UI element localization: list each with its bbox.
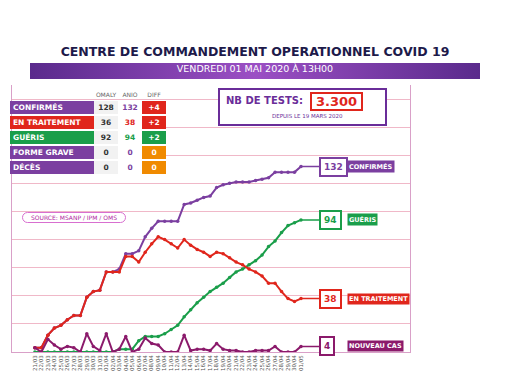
svg-text:01/05: 01/05 <box>298 355 304 371</box>
svg-text:38: 38 <box>324 294 337 304</box>
html-text:SOURCE: MSANP / IPM / OMS: SOURCE: MSANP / IPM / OMS <box>31 214 117 221</box>
html-text:GUÉRIS: GUÉRIS <box>13 133 45 142</box>
html-text:FORME GRAVE: FORME GRAVE <box>13 148 74 157</box>
html-text:DIFF: DIFF <box>147 91 161 98</box>
svg-text:24/04: 24/04 <box>252 355 258 371</box>
html-text:+4: +4 <box>148 103 160 112</box>
svg-text:26/04: 26/04 <box>265 355 271 371</box>
svg-text:14/04: 14/04 <box>187 355 193 371</box>
html-text:OMALY: OMALY <box>95 91 117 98</box>
svg-text:07/04: 07/04 <box>142 355 148 371</box>
svg-text:05/04: 05/04 <box>129 355 135 371</box>
svg-text:CONFIRMÉS: CONFIRMÉS <box>349 162 393 171</box>
html-text:3.300: 3.300 <box>316 94 358 109</box>
svg-text:03/04: 03/04 <box>116 355 122 371</box>
svg-text:23/04: 23/04 <box>246 355 252 371</box>
svg-text:02/04: 02/04 <box>110 355 116 371</box>
svg-text:17/04: 17/04 <box>207 355 213 371</box>
svg-text:19/04: 19/04 <box>220 355 226 371</box>
svg-text:27/03: 27/03 <box>71 355 77 371</box>
svg-text:29/04: 29/04 <box>285 355 291 371</box>
svg-text:26/03: 26/03 <box>64 355 70 371</box>
svg-text:27/04: 27/04 <box>272 355 278 371</box>
svg-text:31/03: 31/03 <box>97 355 103 371</box>
svg-text:01/04: 01/04 <box>103 355 109 371</box>
svg-text:GUÉRIS: GUÉRIS <box>349 215 376 224</box>
svg-text:21/03: 21/03 <box>32 355 38 371</box>
svg-text:25/03: 25/03 <box>58 355 64 371</box>
svg-text:29/03: 29/03 <box>84 355 90 371</box>
html-text:ANIO: ANIO <box>122 91 138 98</box>
svg-text:NOUVEAU CAS: NOUVEAU CAS <box>349 342 402 350</box>
html-text:36: 36 <box>100 118 112 127</box>
svg-text:30/04: 30/04 <box>291 355 297 371</box>
html-text:DEPUIS LE 19 MARS 2020: DEPUIS LE 19 MARS 2020 <box>272 113 343 119</box>
svg-text:08/04: 08/04 <box>149 355 155 371</box>
svg-text:15/04: 15/04 <box>194 355 200 371</box>
html-text:128: 128 <box>98 103 114 112</box>
svg-text:23/03: 23/03 <box>45 355 51 371</box>
html-text:0: 0 <box>151 163 157 172</box>
html-text:VENDREDI 01 MAI 2020 À 13H00: VENDREDI 01 MAI 2020 À 13H00 <box>176 63 334 74</box>
svg-text:10/04: 10/04 <box>161 355 167 371</box>
svg-text:132: 132 <box>324 162 343 172</box>
html-text:DÉCÈS: DÉCÈS <box>13 163 41 172</box>
html-text:94: 94 <box>124 133 136 142</box>
html-text:38: 38 <box>124 118 136 127</box>
html-text:0: 0 <box>127 163 133 172</box>
svg-text:06/04: 06/04 <box>136 355 142 371</box>
html-text:0: 0 <box>127 148 133 157</box>
svg-text:28/04: 28/04 <box>278 355 284 371</box>
html-text:+2: +2 <box>148 133 160 142</box>
html-text:+2: +2 <box>148 118 160 127</box>
svg-text:09/04: 09/04 <box>155 355 161 371</box>
svg-text:EN TRAITEMENT: EN TRAITEMENT <box>349 295 408 303</box>
svg-text:25/04: 25/04 <box>259 355 265 371</box>
svg-text:22/03: 22/03 <box>38 355 44 371</box>
html-text:CENTRE DE COMMANDEMENT OPERATI: CENTRE DE COMMANDEMENT OPERATIONNEL COVI… <box>60 44 450 59</box>
svg-text:4: 4 <box>324 341 330 351</box>
html-text:0: 0 <box>103 148 109 157</box>
html-text:EN TRAITEMENT: EN TRAITEMENT <box>13 118 81 127</box>
svg-text:13/04: 13/04 <box>181 355 187 371</box>
svg-text:22/04: 22/04 <box>239 355 245 371</box>
svg-text:18/04: 18/04 <box>213 355 219 371</box>
svg-text:12/04: 12/04 <box>174 355 180 371</box>
svg-text:11/04: 11/04 <box>168 355 174 371</box>
svg-text:94: 94 <box>324 215 337 225</box>
svg-text:28/03: 28/03 <box>77 355 83 371</box>
html-text:132: 132 <box>122 103 138 112</box>
svg-text:21/04: 21/04 <box>233 355 239 371</box>
html-text:0: 0 <box>151 148 157 157</box>
svg-text:30/03: 30/03 <box>90 355 96 371</box>
html-text:NB DE TESTS:: NB DE TESTS: <box>226 95 303 106</box>
svg-text:16/04: 16/04 <box>200 355 206 371</box>
svg-text:24/03: 24/03 <box>51 355 57 371</box>
html-text:0: 0 <box>103 163 109 172</box>
html-text:CONFIRMÉS: CONFIRMÉS <box>13 103 63 112</box>
html-text:92: 92 <box>100 133 112 142</box>
svg-text:04/04: 04/04 <box>123 355 129 371</box>
svg-text:20/04: 20/04 <box>226 355 232 371</box>
